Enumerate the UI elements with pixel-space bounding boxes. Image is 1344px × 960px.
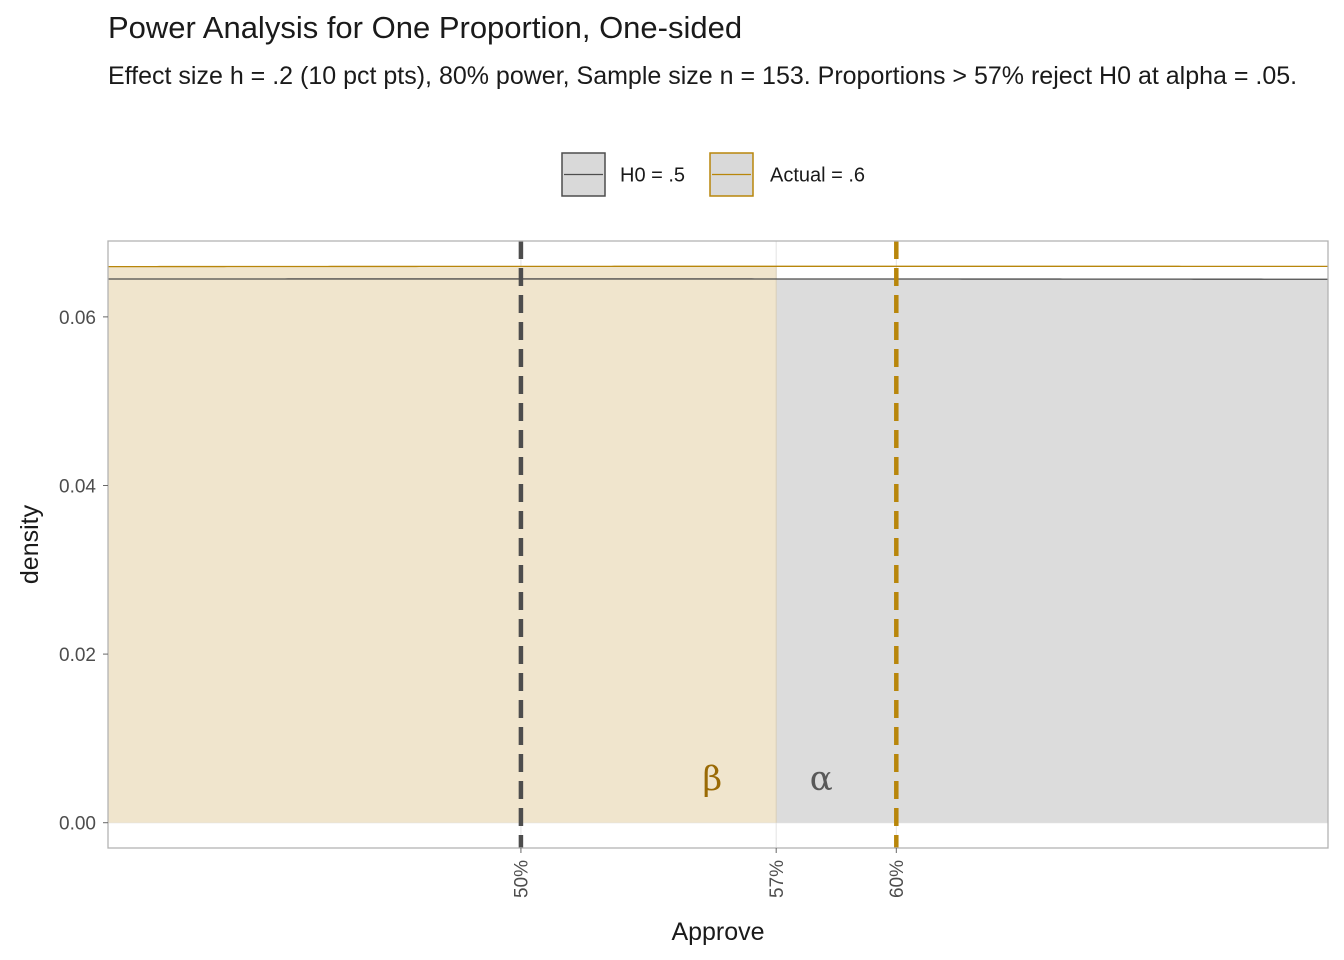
x-tick-label: 60%	[887, 860, 908, 898]
chart-subtitle: Effect size h = .2 (10 pct pts), 80% pow…	[108, 62, 1298, 90]
shaded-regions	[108, 266, 1328, 823]
y-axis-label: density	[16, 504, 44, 584]
legend-label: Actual = .6	[770, 165, 865, 187]
y-tick-label: 0.04	[59, 476, 96, 497]
region-annotation: β	[703, 759, 723, 799]
axes: 0.00 0.02 0.04 0.06 50% 57% 60% Approve density	[16, 308, 908, 946]
beta-region	[108, 266, 777, 823]
x-tick-label: 57%	[767, 860, 788, 898]
alpha-region	[776, 278, 1328, 823]
legend-label: H0 = .5	[620, 165, 685, 187]
region-annotation: α	[810, 759, 833, 799]
plot-border	[107, 240, 1329, 849]
x-tick-label: 50%	[512, 860, 533, 898]
chart-title: Power Analysis for One Proportion, One-s…	[108, 10, 743, 45]
y-tick-label: 0.00	[59, 814, 96, 835]
legend: H0 = .5 Actual = .6	[561, 152, 865, 197]
y-tick-label: 0.06	[59, 308, 96, 329]
x-axis-label: Approve	[671, 918, 764, 946]
density-curves	[107, 265, 1329, 280]
y-tick-label: 0.02	[59, 645, 96, 666]
mean-lines	[518, 241, 899, 848]
